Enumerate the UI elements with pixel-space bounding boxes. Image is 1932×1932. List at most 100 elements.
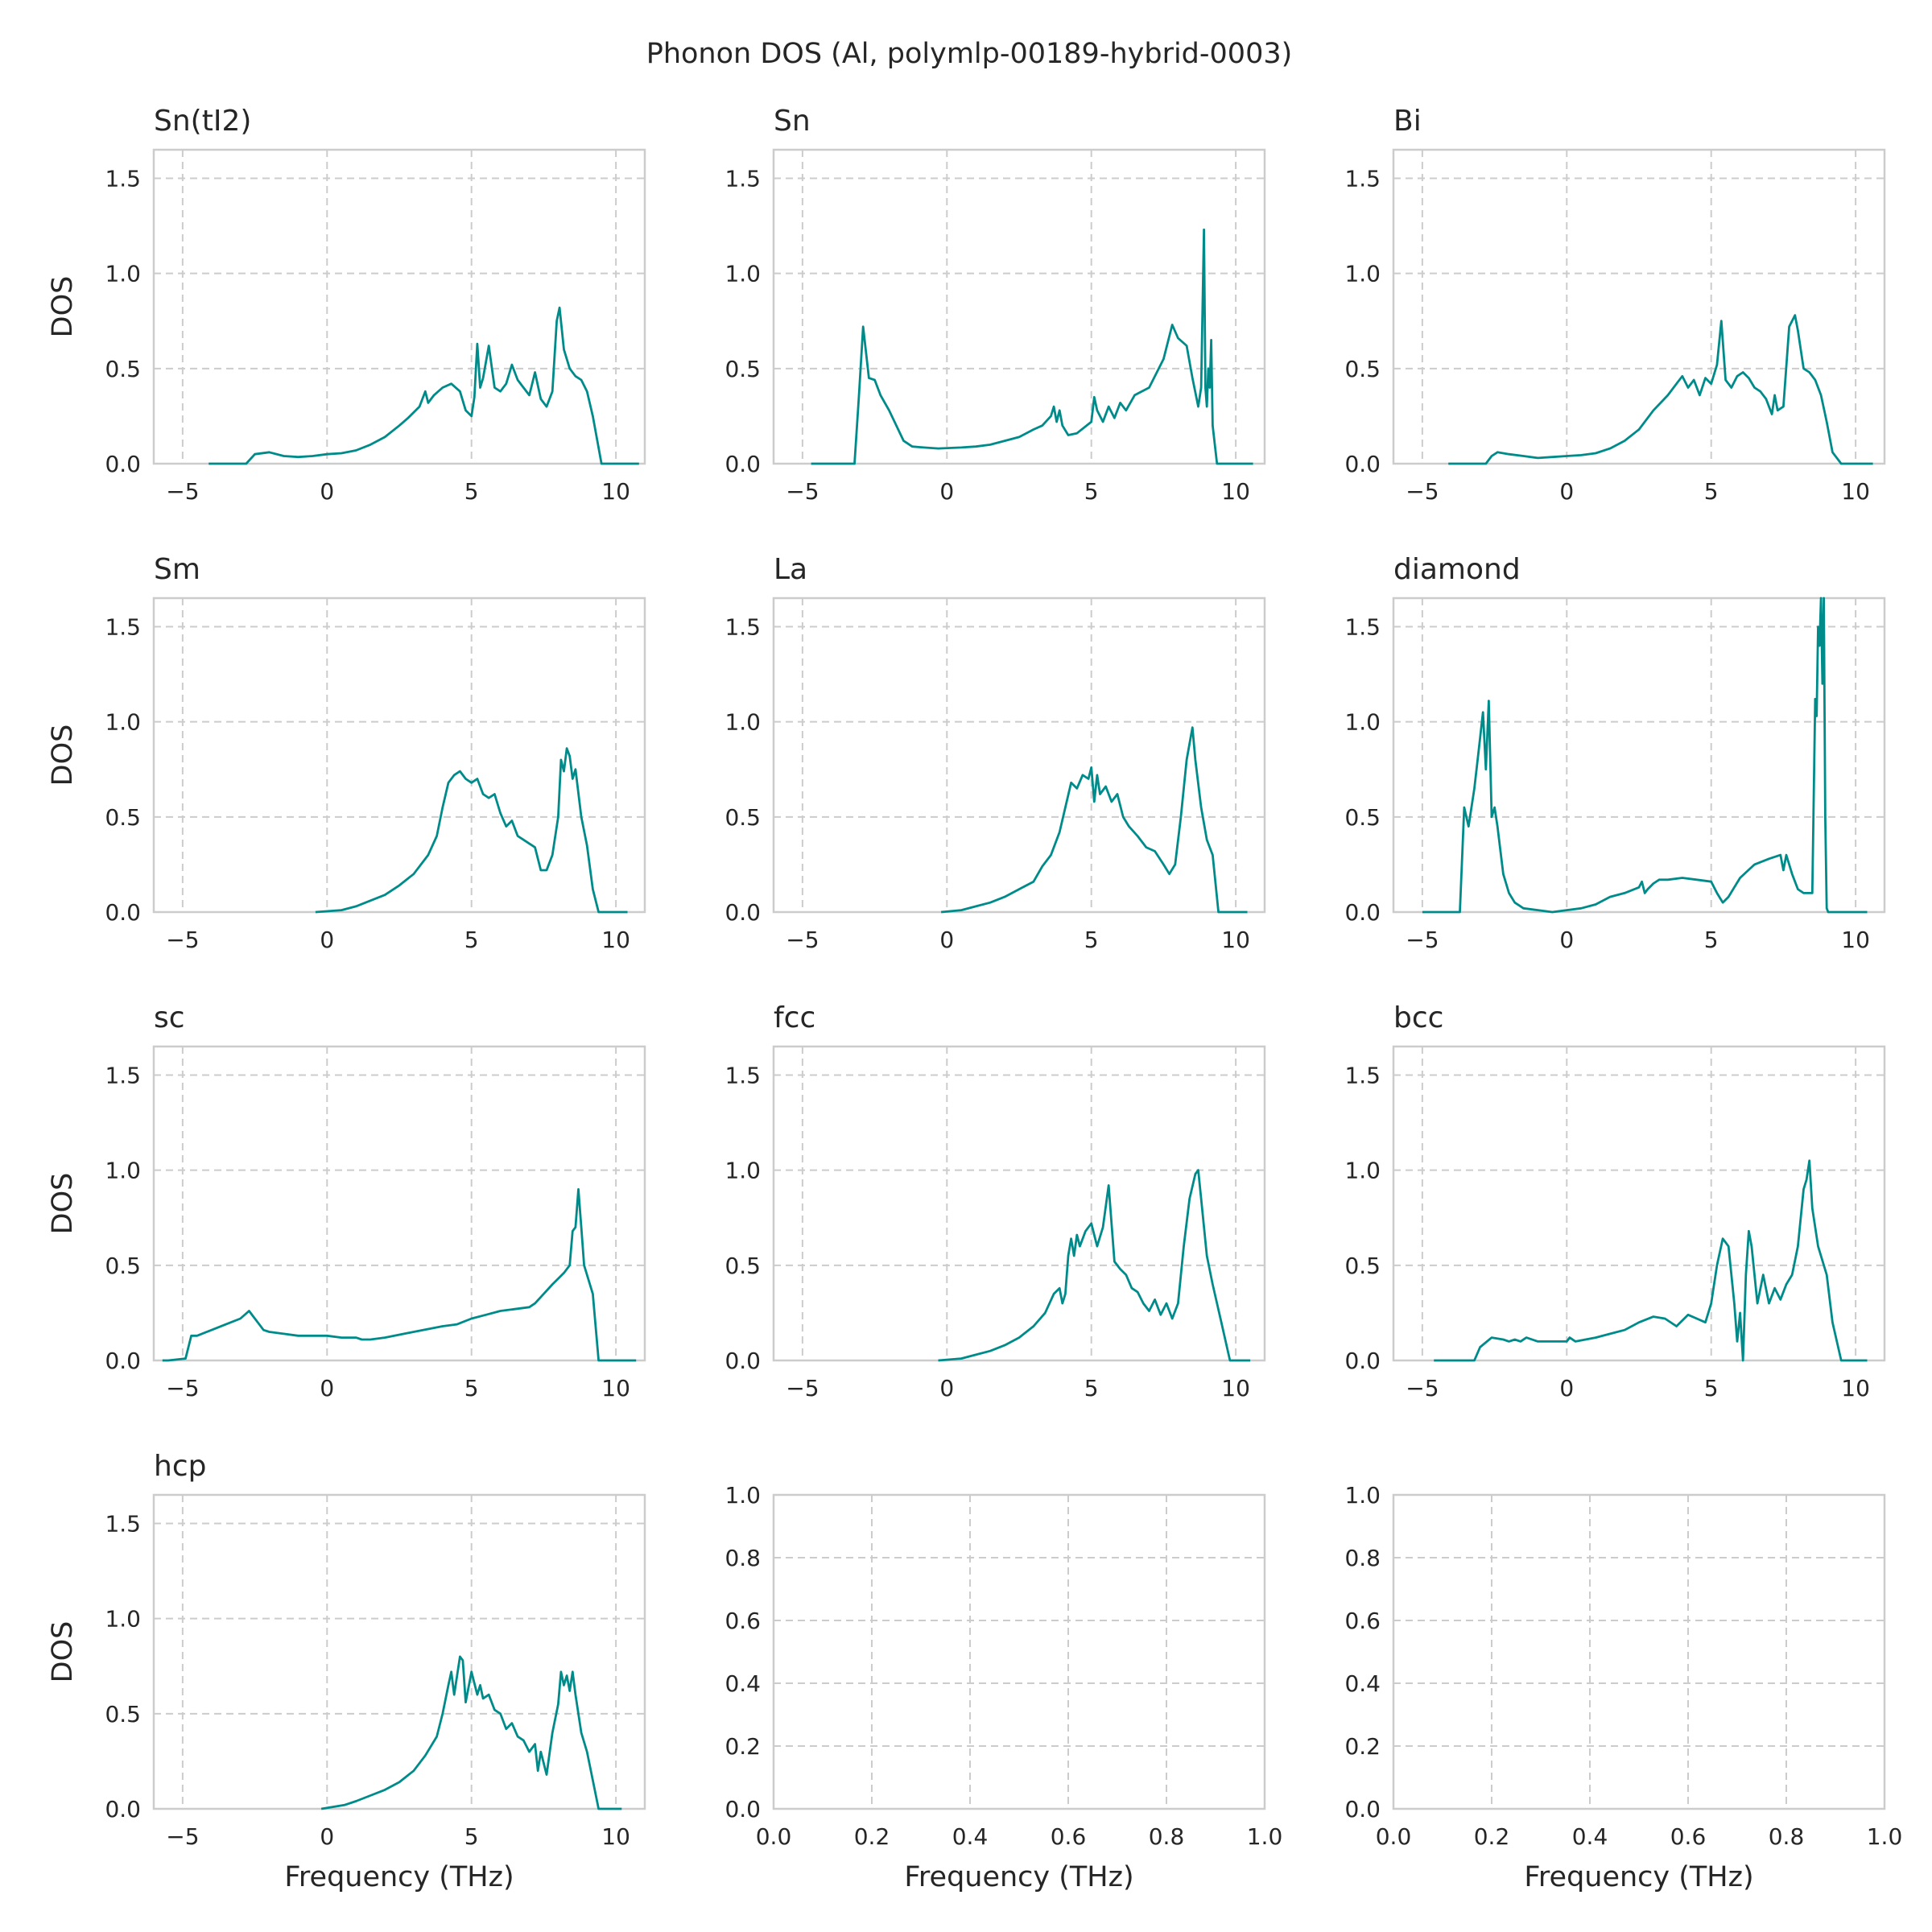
dos-series-line [940, 726, 1248, 914]
y-axis-label: DOS [47, 276, 79, 338]
dos-series-line [1422, 597, 1868, 914]
x-tick-label: 10 [601, 1375, 630, 1402]
y-tick-label: 1.5 [1344, 165, 1381, 192]
x-tick-label: 10 [601, 1823, 630, 1850]
subplot-title: Bi [1393, 105, 1422, 138]
x-tick-label: 0.2 [854, 1823, 890, 1850]
x-axis-label: Frequency (THz) [1524, 1861, 1753, 1893]
y-tick-label: 0.0 [105, 1348, 141, 1374]
plot-area [152, 597, 646, 914]
y-tick-label: 0.2 [1344, 1733, 1381, 1760]
subplot-grid: −5 0 5 10 0.0 0.5 1.0 1.5 Sn(tI2) DOS −5 0 5 10 0.0 0.5… [47, 105, 1902, 1893]
dos-series-line [938, 1169, 1251, 1362]
x-tick-label: 0 [320, 1375, 334, 1402]
subplot-sm: −5 0 5 10 0.0 0.5 1.0 1.5 Sm DOS [47, 553, 646, 953]
subplot-title: sc [154, 1001, 185, 1034]
plot-area [1392, 1045, 1886, 1362]
x-axis-label: Frequency (THz) [284, 1861, 514, 1893]
y-axis-label: DOS [47, 1173, 79, 1235]
y-tick-label: 0.0 [724, 1796, 761, 1823]
subplot-title: hcp [154, 1450, 206, 1483]
subplot-bi: −5 0 5 10 0.0 0.5 1.0 1.5 Bi [1344, 105, 1886, 505]
y-tick-label: 0.5 [724, 804, 761, 831]
y-tick-label: 1.5 [105, 613, 141, 640]
x-tick-label: 0 [1559, 1375, 1574, 1402]
y-tick-label: 0.0 [1344, 899, 1381, 926]
plot-area [772, 148, 1266, 465]
subplot-empty-10: 0.0 0.2 0.4 0.6 0.8 1.0 0.0 0.2 0.4 0.6 0.8 1.0 Freq… [724, 1482, 1282, 1893]
y-tick-label: 1.5 [1344, 613, 1381, 640]
subplot-la: −5 0 5 10 0.0 0.5 1.0 1.5 La [724, 553, 1266, 953]
y-tick-label: 0.0 [105, 1796, 141, 1823]
y-tick-label: 0.0 [105, 899, 141, 926]
y-tick-label: 1.0 [1344, 1158, 1381, 1184]
x-tick-label: 10 [1841, 478, 1870, 505]
x-tick-label: 5 [1704, 478, 1719, 505]
x-tick-label: −5 [786, 478, 819, 505]
x-tick-label: 0.2 [1474, 1823, 1510, 1850]
x-tick-label: 5 [1084, 478, 1099, 505]
y-tick-label: 1.5 [724, 165, 761, 192]
y-tick-label: 1.0 [1344, 261, 1381, 287]
y-tick-label: 0.5 [1344, 356, 1381, 382]
x-tick-label: 5 [1704, 927, 1719, 953]
y-tick-label: 0.0 [724, 1348, 761, 1374]
x-tick-label: 10 [601, 478, 630, 505]
subplot-bcc: −5 0 5 10 0.0 0.5 1.0 1.5 bcc [1344, 1001, 1886, 1402]
x-tick-label: −5 [1406, 927, 1439, 953]
x-tick-label: 0.0 [1376, 1823, 1412, 1850]
x-tick-label: 0.6 [1670, 1823, 1707, 1850]
subplot-empty-11: 0.0 0.2 0.4 0.6 0.8 1.0 0.0 0.2 0.4 0.6 0.8 1.0 Freq… [1344, 1482, 1902, 1893]
subplot-diamond: −5 0 5 10 0.0 0.5 1.0 1.5 diamond [1344, 553, 1886, 953]
dos-series-line [811, 228, 1253, 465]
subplot-title: Sn [774, 105, 811, 138]
subplot-sn: −5 0 5 10 0.0 0.5 1.0 1.5 Sn [724, 105, 1266, 505]
plot-area [1392, 597, 1886, 914]
plot-area [152, 148, 646, 465]
dos-series-line [315, 747, 628, 914]
x-tick-label: 0 [1559, 478, 1574, 505]
y-tick-label: 0.5 [105, 356, 141, 382]
y-tick-label: 1.5 [105, 1510, 141, 1537]
x-tick-label: 5 [1084, 927, 1099, 953]
y-tick-label: 1.0 [1344, 1482, 1381, 1509]
subplot-sc: −5 0 5 10 0.0 0.5 1.0 1.5 sc DOS [47, 1001, 646, 1402]
x-tick-label: 0 [320, 478, 334, 505]
y-tick-label: 0.5 [105, 804, 141, 831]
y-tick-label: 1.0 [724, 261, 761, 287]
y-axis-label: DOS [47, 1621, 79, 1683]
y-tick-label: 0.5 [1344, 804, 1381, 831]
y-tick-label: 1.5 [724, 1062, 761, 1088]
plot-area [152, 1045, 646, 1362]
x-tick-label: 0 [320, 1823, 334, 1850]
subplot-title: diamond [1393, 553, 1521, 586]
y-tick-label: 1.0 [105, 1158, 141, 1184]
y-tick-label: 1.0 [105, 1606, 141, 1633]
subplot-title: Sn(tI2) [154, 105, 251, 138]
dos-series-line [208, 306, 639, 465]
y-tick-label: 1.5 [1344, 1062, 1381, 1088]
x-tick-label: 5 [464, 927, 479, 953]
x-tick-label: 10 [1841, 927, 1870, 953]
dos-series-line [1434, 1159, 1868, 1362]
x-tick-label: 5 [1084, 1375, 1099, 1402]
x-tick-label: 1.0 [1867, 1823, 1903, 1850]
x-tick-label: 10 [601, 927, 630, 953]
x-tick-label: 0.6 [1051, 1823, 1087, 1850]
y-tick-label: 0.0 [724, 899, 761, 926]
x-axis-label: Frequency (THz) [904, 1861, 1133, 1893]
plot-area [772, 597, 1266, 914]
plot-area [152, 1493, 646, 1810]
y-tick-label: 0.0 [1344, 1796, 1381, 1823]
subplot-title: bcc [1393, 1001, 1443, 1034]
plot-area [772, 1493, 1266, 1810]
x-tick-label: −5 [166, 927, 199, 953]
x-tick-label: −5 [786, 1375, 819, 1402]
x-tick-label: 5 [464, 1375, 479, 1402]
y-tick-label: 0.0 [724, 451, 761, 477]
y-tick-label: 0.8 [1344, 1545, 1381, 1571]
y-tick-label: 1.0 [724, 709, 761, 736]
plot-area [772, 1045, 1266, 1362]
x-tick-label: 10 [1221, 1375, 1250, 1402]
